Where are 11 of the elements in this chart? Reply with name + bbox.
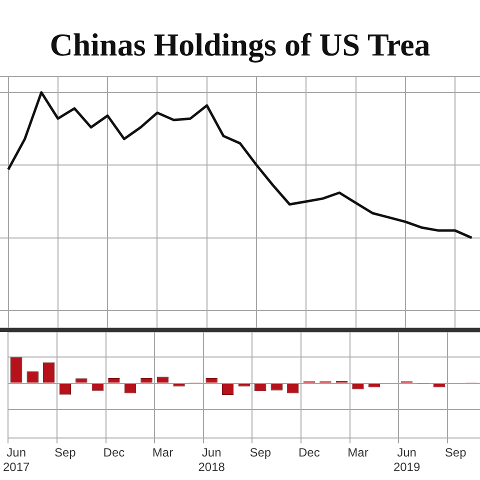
x-tick-label: Jun 2019 bbox=[393, 446, 420, 474]
x-tick-label: Dec bbox=[103, 446, 125, 460]
x-tick-label: Jun 2017 bbox=[2, 446, 30, 474]
x-tick-label: Sep bbox=[250, 446, 272, 460]
x-tick-label: Mar bbox=[152, 446, 174, 460]
x-tick-label: Dec bbox=[298, 446, 320, 460]
x-tick-label: Sep bbox=[444, 446, 467, 460]
x-tick-label: Sep bbox=[54, 446, 76, 460]
x-tick-label: Jun 2018 bbox=[198, 446, 226, 474]
chart-title: Chinas Holdings of US Trea bbox=[50, 26, 430, 64]
x-tick-label: Mar bbox=[348, 446, 368, 460]
